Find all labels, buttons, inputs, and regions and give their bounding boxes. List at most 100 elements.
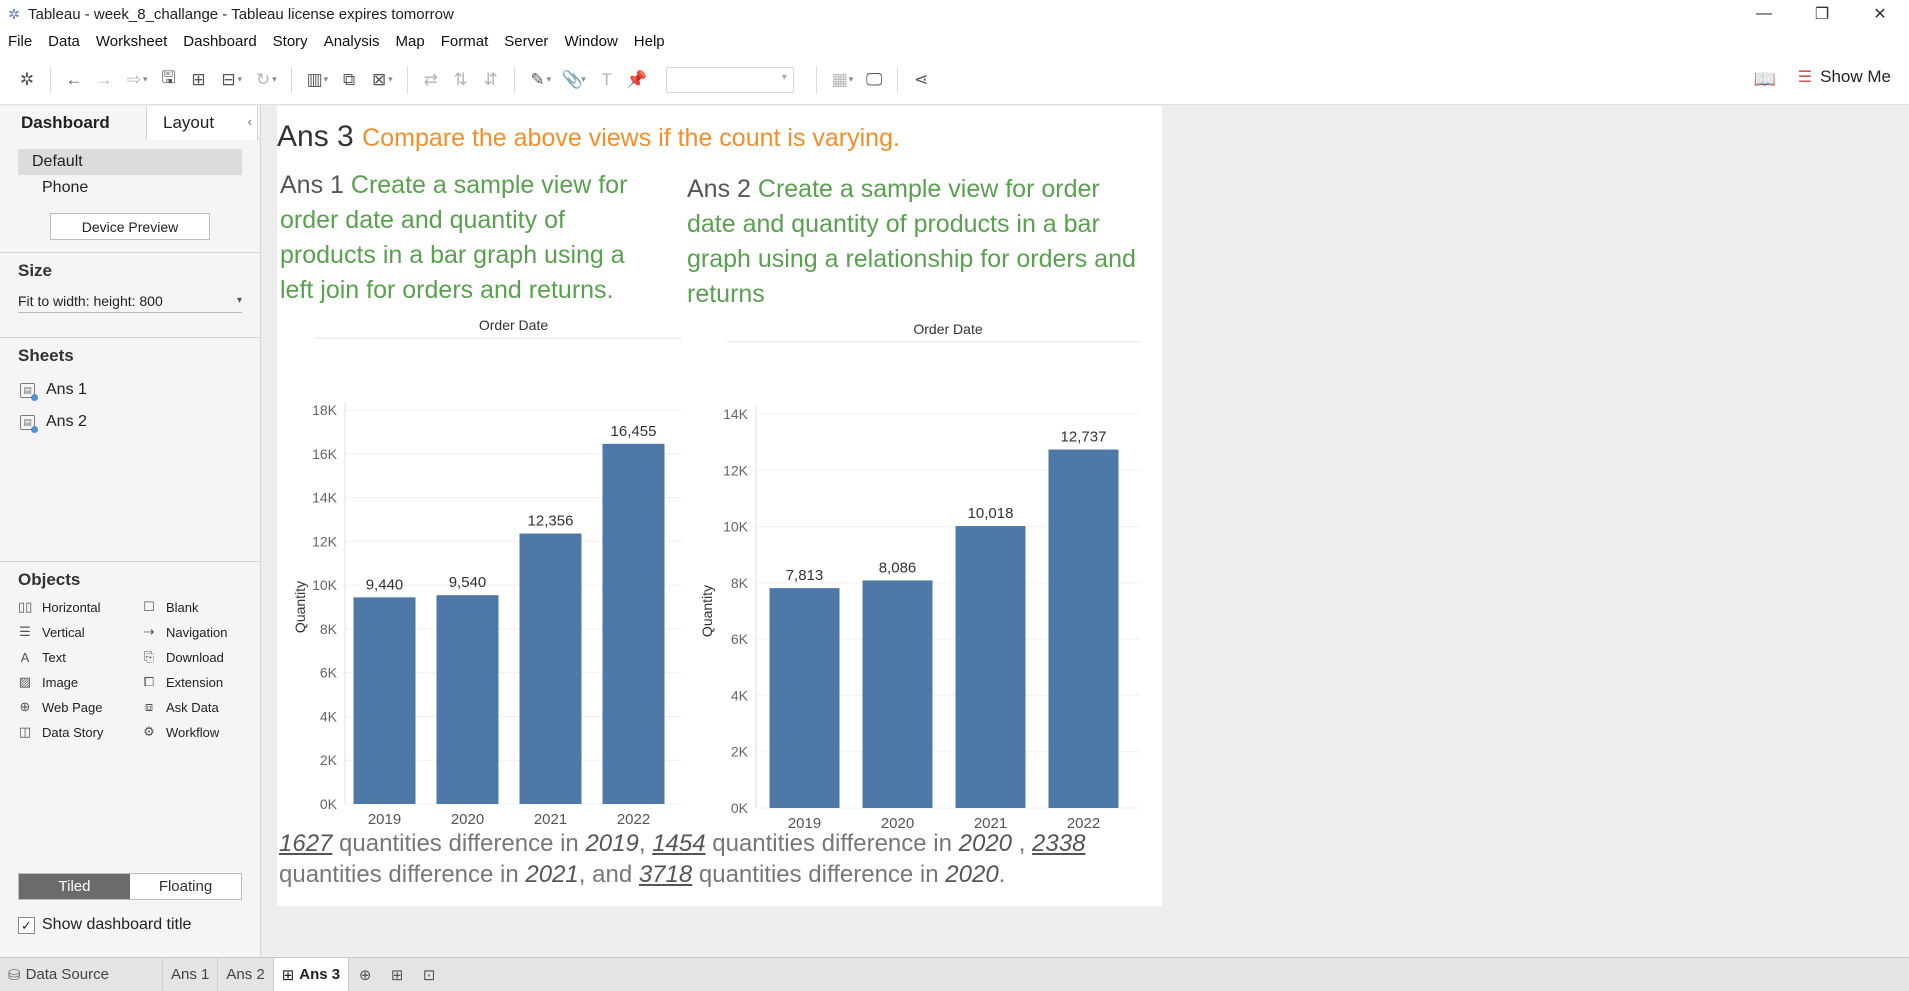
- chevron-down-icon[interactable]: ▾: [143, 74, 148, 84]
- presentation-mode-icon[interactable]: 🖵: [866, 69, 883, 89]
- tiled-button[interactable]: Tiled: [19, 874, 130, 899]
- menu-analysis[interactable]: Analysis: [323, 33, 380, 50]
- menu-map[interactable]: Map: [395, 33, 425, 50]
- y-tick-label: 0K: [731, 800, 749, 816]
- show-dashboard-title-checkbox[interactable]: ✓ Show dashboard title: [18, 916, 191, 934]
- bar-value-label: 7,813: [786, 567, 824, 584]
- chevron-down-icon: ▾: [236, 295, 242, 306]
- sheet-item-ans-2[interactable]: ▤ Ans 2: [0, 406, 260, 438]
- chevron-down-icon[interactable]: ▾: [848, 74, 854, 84]
- device-default[interactable]: Default: [18, 149, 242, 175]
- tab-ans-1[interactable]: Ans 1: [163, 957, 219, 991]
- menu-file[interactable]: File: [8, 33, 33, 50]
- book-icon[interactable]: 📖: [1753, 69, 1776, 89]
- object-blank[interactable]: ☐ Blank: [142, 596, 266, 618]
- object-vertical[interactable]: ☰ Vertical: [18, 621, 142, 643]
- minimize-icon[interactable]: —: [1756, 5, 1772, 22]
- y-tick-label: 8K: [731, 575, 749, 591]
- tab-layout[interactable]: Layout: [146, 106, 258, 140]
- object-extension[interactable]: ⧠ Extension: [142, 671, 266, 693]
- device-phone[interactable]: Phone: [42, 179, 89, 196]
- group-members-icon[interactable]: 📎: [561, 69, 583, 89]
- chevron-down-icon[interactable]: ▾: [237, 74, 243, 84]
- sort-descending-icon[interactable]: ⇵: [483, 69, 498, 89]
- checkbox-checked-icon[interactable]: ✓: [18, 916, 35, 934]
- restore-icon[interactable]: ❐: [1814, 6, 1830, 23]
- swap-rows-columns-icon[interactable]: ⇄: [423, 69, 438, 89]
- download-icon: ⎘: [143, 649, 155, 664]
- new-worksheet-icon[interactable]: ▥: [306, 69, 323, 89]
- refresh-icon[interactable]: ↻: [255, 69, 271, 89]
- summary-separator: .: [998, 861, 1006, 888]
- menu-worksheet[interactable]: Worksheet: [95, 33, 168, 50]
- menu-server[interactable]: Server: [504, 33, 549, 50]
- object-label: Web Page: [42, 699, 103, 715]
- tab-data-source[interactable]: ⛁ Data Source: [0, 957, 163, 991]
- undo-icon[interactable]: ←: [65, 69, 83, 89]
- chevron-down-icon[interactable]: ▾: [546, 74, 552, 84]
- toolbar: ✲ ← → ⇨ ▾ 🖫 ⊞ ⊟ ▾ ↻ ▾ ▥ ▾ ⧉ ⊠ ▾ ⇄ ⇅ ⇵ ✎ ▾ 📎 ▾ T…: [0, 55, 1909, 105]
- menu-format[interactable]: Format: [440, 33, 489, 50]
- tableau-home-icon[interactable]: ✲: [19, 69, 35, 89]
- floating-button[interactable]: Floating: [130, 874, 241, 899]
- device-preview-button[interactable]: Device Preview: [50, 213, 210, 240]
- collapse-panel-icon[interactable]: ‹: [247, 114, 252, 129]
- chevron-down-icon[interactable]: ▾: [388, 74, 393, 84]
- worksheet-icon: ▤: [20, 382, 38, 401]
- share-icon[interactable]: ⋖: [914, 69, 929, 89]
- y-axis-label: Quantity: [292, 581, 308, 633]
- fix-axes-icon[interactable]: 📌: [626, 69, 648, 89]
- sheet-item-ans-1[interactable]: ▤ Ans 1: [0, 374, 260, 406]
- chevron-down-icon[interactable]: ▾: [272, 74, 277, 84]
- bar: [353, 597, 416, 804]
- object-text[interactable]: A Text: [18, 646, 142, 668]
- tab-dashboard[interactable]: Dashboard: [0, 106, 146, 140]
- new-story-icon[interactable]: ⊡: [422, 966, 436, 984]
- fit-dropdown[interactable]: [665, 66, 794, 93]
- object-data-story[interactable]: ◫ Data Story: [18, 721, 142, 743]
- bar: [519, 533, 582, 804]
- replay-icon[interactable]: ⇨: [126, 69, 142, 89]
- clear-sheet-icon[interactable]: ⊠: [372, 69, 387, 89]
- y-tick-label: 10K: [312, 577, 338, 593]
- tab-ans-2[interactable]: Ans 2: [218, 957, 274, 991]
- object-label: Vertical: [42, 624, 85, 640]
- y-tick-label: 6K: [320, 665, 338, 681]
- y-tick-label: 14K: [723, 406, 749, 422]
- new-data-source-icon[interactable]: ⊞: [191, 69, 206, 89]
- object-horizontal[interactable]: ▯▯ Horizontal: [18, 596, 142, 618]
- show-cards-icon[interactable]: ▦: [831, 69, 848, 89]
- object-workflow[interactable]: ⚙ Workflow: [142, 721, 266, 743]
- pause-updates-icon[interactable]: ⊟: [221, 69, 236, 89]
- object-label: Horizontal: [42, 599, 101, 615]
- menu-help[interactable]: Help: [633, 33, 665, 50]
- show-me-button[interactable]: ☰ Show Me: [1798, 67, 1891, 87]
- menu-window[interactable]: Window: [564, 33, 618, 50]
- show-mark-labels-icon[interactable]: T: [601, 69, 612, 89]
- tab-ans-3[interactable]: ⊞ Ans 3: [273, 957, 350, 991]
- duplicate-sheet-icon[interactable]: ⧉: [343, 69, 356, 89]
- object-download[interactable]: ⎘ Download: [142, 646, 266, 668]
- object-navigation[interactable]: ⇢ Navigation: [142, 621, 266, 643]
- menu-data[interactable]: Data: [48, 33, 80, 50]
- show-me-label: Show Me: [1820, 67, 1891, 86]
- dashboard-side-panel: Dashboard Layout ‹ Default Phone Device …: [0, 106, 261, 957]
- highlight-icon[interactable]: ✎: [530, 69, 545, 89]
- object-web-page[interactable]: ⊕ Web Page: [18, 696, 142, 718]
- close-icon[interactable]: ✕: [1873, 6, 1887, 23]
- menu-story[interactable]: Story: [272, 33, 308, 50]
- tab-ans-3-label: Ans 3: [299, 966, 341, 983]
- bar-value-label: 12,356: [528, 513, 574, 530]
- new-worksheet-icon[interactable]: ⊕: [358, 966, 372, 984]
- redo-icon[interactable]: →: [95, 69, 113, 89]
- menu-dashboard[interactable]: Dashboard: [183, 33, 257, 50]
- save-icon[interactable]: 🖫: [161, 68, 176, 87]
- sort-ascending-icon[interactable]: ⇅: [453, 69, 468, 89]
- chevron-down-icon[interactable]: ▾: [581, 74, 586, 84]
- size-dropdown[interactable]: Fit to width: height: 800 ▾: [18, 289, 242, 313]
- chevron-down-icon[interactable]: ▾: [323, 74, 329, 84]
- x-tick-label: 2019: [788, 815, 821, 828]
- object-image[interactable]: ▨ Image: [18, 671, 142, 693]
- new-dashboard-icon[interactable]: ⊞: [390, 966, 404, 984]
- object-ask-data[interactable]: ⧈ Ask Data: [142, 696, 266, 718]
